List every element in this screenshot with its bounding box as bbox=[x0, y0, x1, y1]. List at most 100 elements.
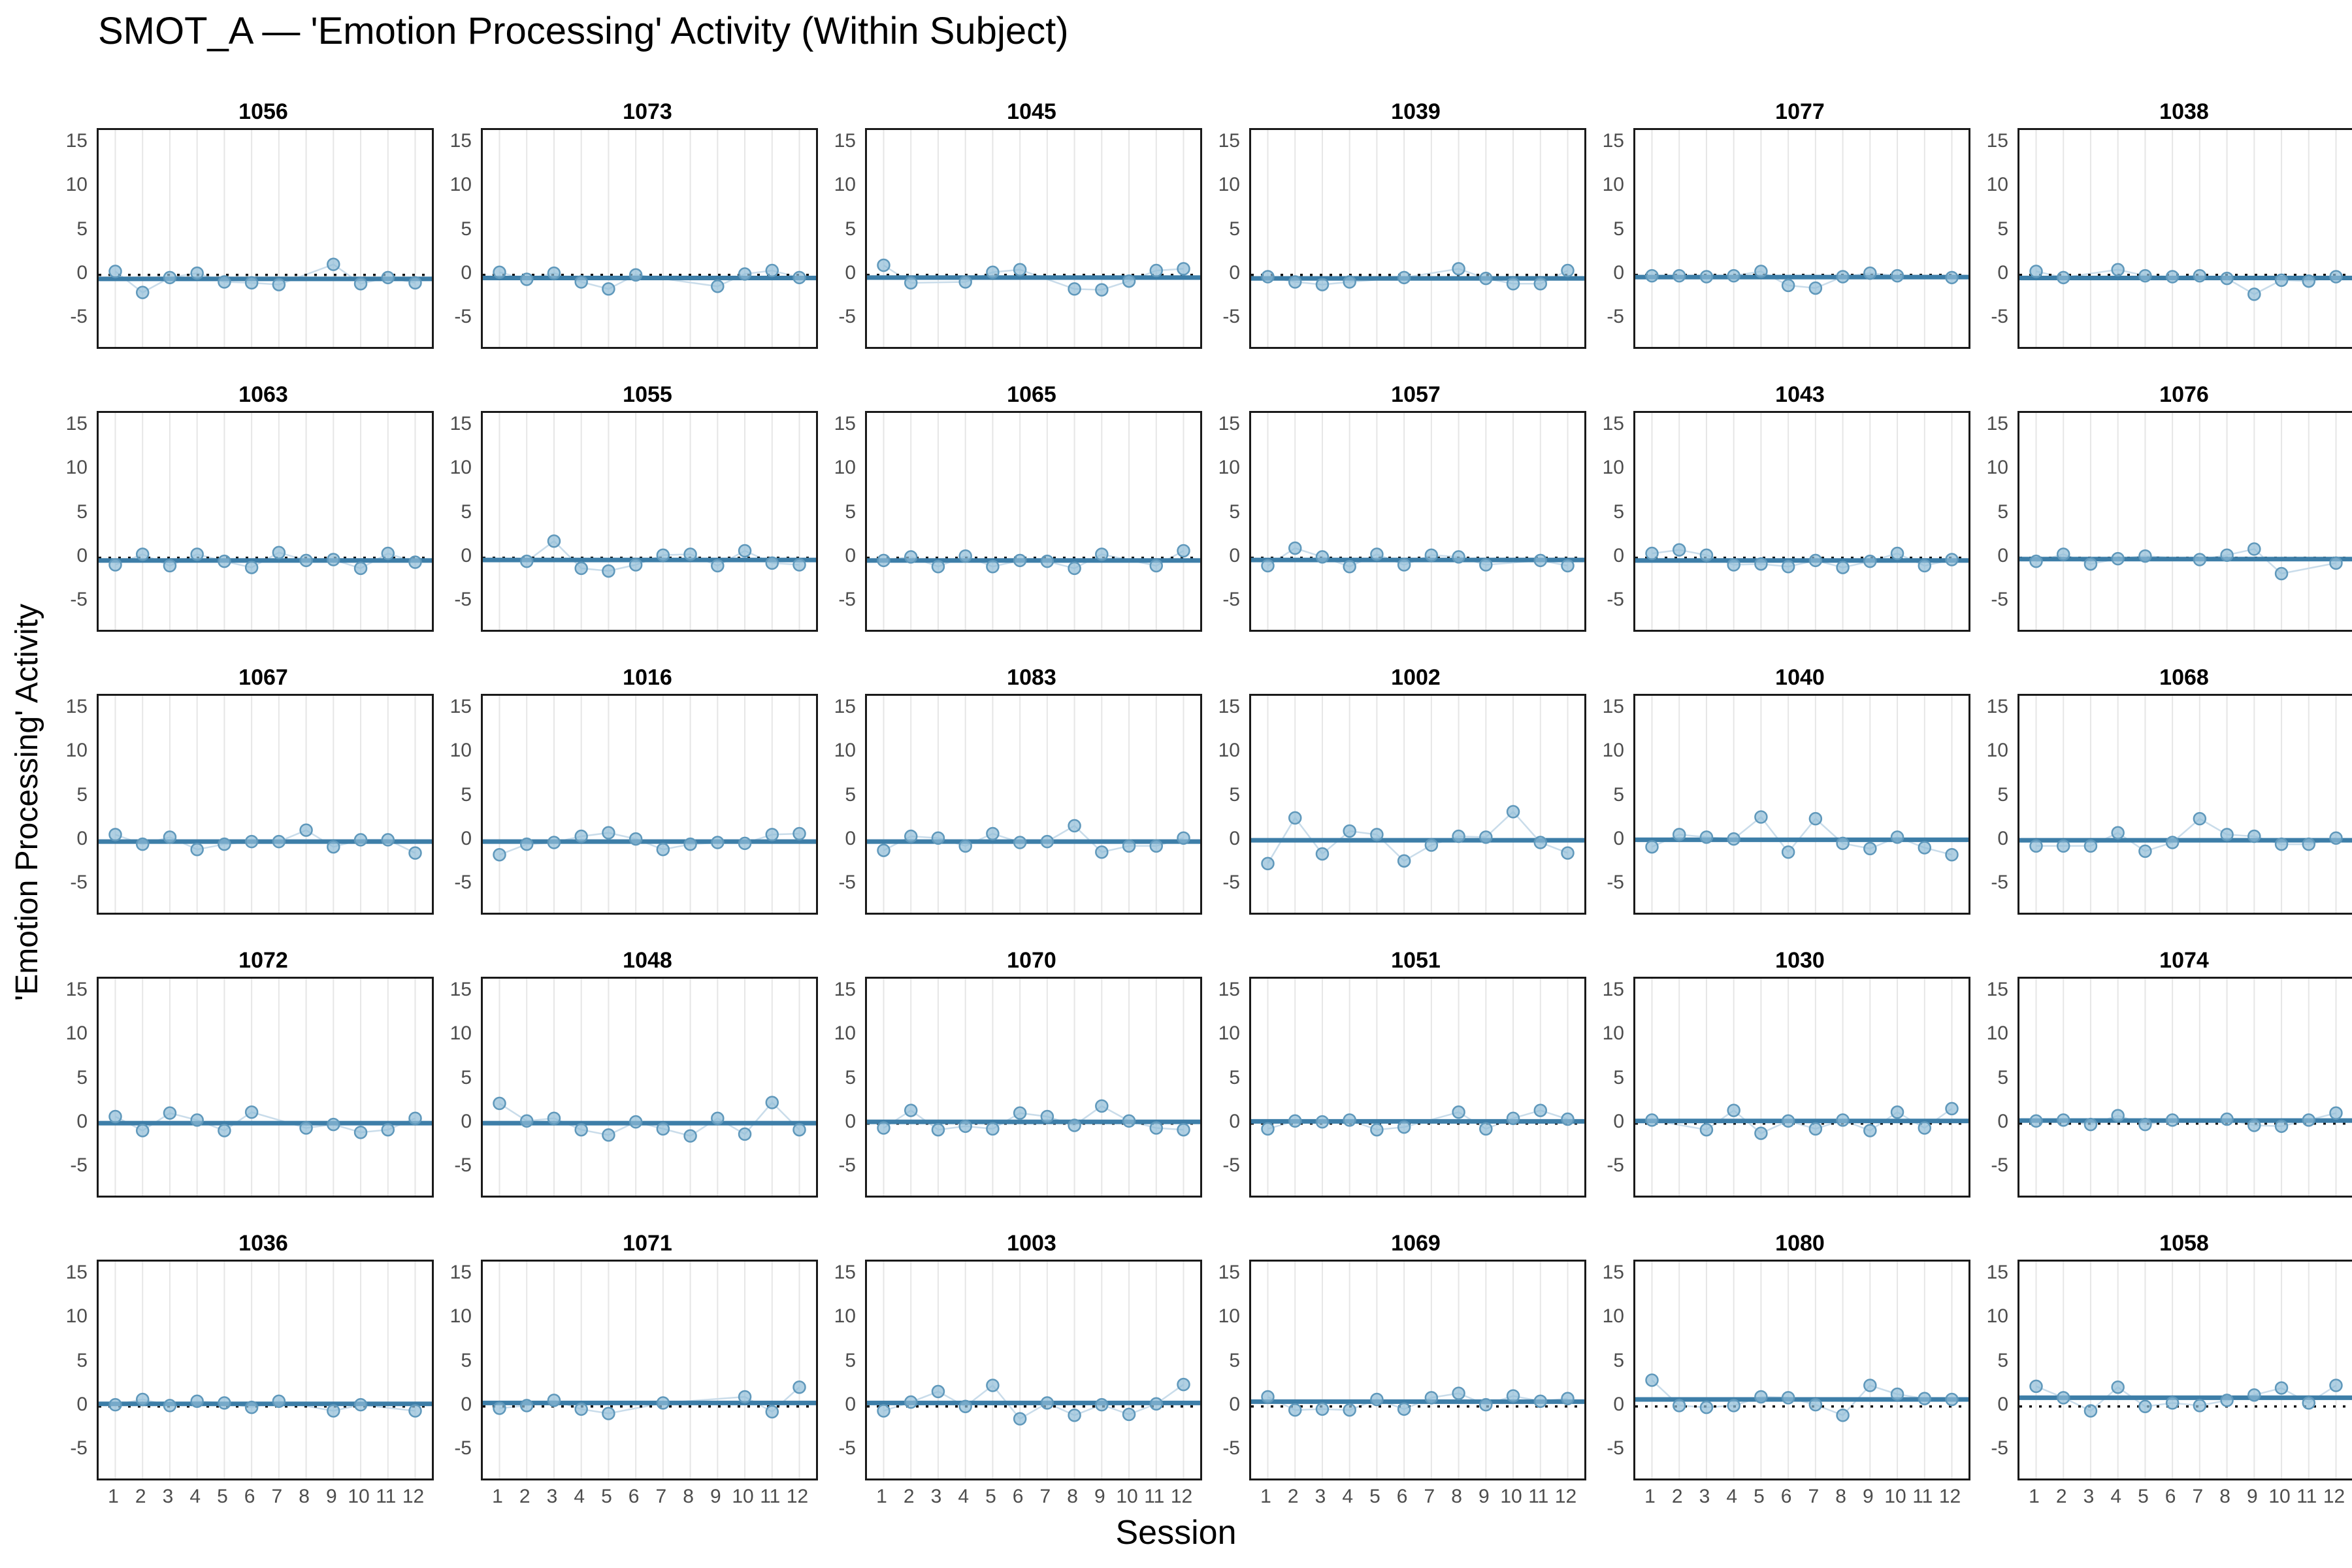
data-point bbox=[1177, 262, 1190, 276]
data-point bbox=[2165, 1113, 2180, 1127]
y-tick-label: 10 bbox=[449, 1305, 472, 1328]
data-point bbox=[1149, 839, 1164, 853]
facet-cell-1063: 1063 15 10 5 0 -5 bbox=[46, 381, 434, 664]
y-tick-label: 5 bbox=[1997, 1349, 2008, 1371]
data-point bbox=[1424, 838, 1439, 852]
data-point bbox=[2029, 1114, 2043, 1128]
y-tick-label: -5 bbox=[838, 1154, 856, 1176]
data-point bbox=[656, 1122, 670, 1136]
data-point bbox=[2138, 269, 2152, 283]
y-tick-label: 15 bbox=[65, 979, 88, 1001]
connector-line bbox=[2036, 817, 2336, 853]
data-point bbox=[2193, 1399, 2207, 1413]
data-point bbox=[877, 1404, 890, 1418]
x-tick-label: 11 bbox=[1912, 1486, 1933, 1507]
data-point bbox=[244, 561, 259, 574]
facet-cell-1083: 1083 15 10 5 0 -5 bbox=[814, 664, 1202, 947]
x-axis-label: Session bbox=[1115, 1514, 1237, 1552]
data-point bbox=[711, 1111, 725, 1125]
data-point bbox=[1261, 270, 1275, 284]
data-point bbox=[1863, 1124, 1877, 1137]
x-tick-label: 8 bbox=[2219, 1486, 2230, 1507]
x-tick-label: 3 bbox=[546, 1486, 558, 1507]
facet-panel-1043 bbox=[1633, 411, 1970, 632]
y-tick-label: -5 bbox=[1222, 305, 1240, 327]
data-point bbox=[1068, 1119, 1081, 1132]
y-tick-label: 5 bbox=[1229, 783, 1240, 806]
y-tick-label: 15 bbox=[1218, 130, 1240, 152]
data-point bbox=[1013, 836, 1027, 849]
y-tick-label: -5 bbox=[70, 588, 88, 610]
data-point bbox=[986, 1379, 1000, 1392]
y-tick-label: 15 bbox=[1218, 979, 1240, 1001]
facet-cell-1003: 1003 15 10 5 0 -5 1 2 3 4 5 6 7 8 9 10 11 12 bbox=[814, 1230, 1202, 1512]
y-tick-label: 5 bbox=[1229, 1349, 1240, 1371]
data-point bbox=[1013, 1412, 1027, 1426]
y-tick-label: 0 bbox=[1613, 827, 1624, 849]
data-point bbox=[2165, 836, 2180, 849]
x-tick-label: 6 bbox=[244, 1486, 255, 1507]
data-point bbox=[408, 555, 422, 569]
data-point bbox=[2302, 274, 2316, 288]
data-point bbox=[1506, 276, 1520, 291]
data-point bbox=[602, 282, 615, 296]
data-point bbox=[2247, 1388, 2261, 1402]
data-point bbox=[135, 547, 150, 561]
data-point bbox=[135, 286, 150, 299]
facet-panel-1036 bbox=[97, 1260, 434, 1480]
facet-cell-1067: 1067 15 10 5 0 -5 bbox=[46, 664, 434, 947]
y-tick-label: 10 bbox=[449, 740, 472, 762]
y-tick-label: 0 bbox=[845, 1393, 856, 1415]
data-point bbox=[381, 1122, 395, 1137]
data-point bbox=[2138, 1399, 2152, 1414]
data-point bbox=[1452, 262, 1465, 276]
x-tick-label: 10 bbox=[348, 1486, 370, 1507]
data-point bbox=[792, 1380, 806, 1394]
y-tick-label: 15 bbox=[1602, 130, 1624, 152]
y-tick-label: 15 bbox=[1602, 696, 1624, 718]
data-point bbox=[574, 561, 588, 576]
y-tick-label: 5 bbox=[1997, 783, 2008, 806]
y-tick-label: 10 bbox=[65, 740, 88, 762]
y-tick-label: 5 bbox=[1229, 500, 1240, 523]
y-tick-label: 5 bbox=[461, 783, 472, 806]
data-point bbox=[1095, 547, 1109, 561]
facet-cell-1080: 1080 15 10 5 0 -5 1 2 3 4 5 6 7 8 9 10 11 12 bbox=[1582, 1230, 1970, 1512]
facet-cell-1065: 1065 15 10 5 0 -5 bbox=[814, 381, 1202, 664]
data-point bbox=[2329, 270, 2343, 284]
x-tick-label: 7 bbox=[1808, 1486, 1820, 1507]
data-point bbox=[877, 553, 890, 568]
data-point bbox=[272, 834, 286, 849]
facet-cell-1002: 1002 15 10 5 0 -5 bbox=[1198, 664, 1586, 947]
facet-cell-1069: 1069 15 10 5 0 -5 1 2 3 4 5 6 7 8 9 10 11 12 bbox=[1198, 1230, 1586, 1512]
data-point bbox=[1645, 1373, 1659, 1387]
x-tick-label: 2 bbox=[135, 1486, 146, 1507]
y-tick-label: 0 bbox=[1613, 1110, 1624, 1132]
data-point bbox=[1095, 283, 1109, 297]
facet-panel-1070 bbox=[865, 977, 1202, 1198]
y-tick-label: 0 bbox=[845, 261, 856, 284]
y-tick-label: 10 bbox=[65, 1305, 88, 1328]
y-tick-label: 0 bbox=[1997, 1110, 2008, 1132]
x-tick-label: 9 bbox=[710, 1486, 721, 1507]
data-point bbox=[190, 547, 204, 561]
data-point bbox=[958, 549, 972, 563]
data-point bbox=[2165, 1396, 2180, 1410]
data-point bbox=[2274, 273, 2289, 287]
y-tick-label: 0 bbox=[1997, 261, 2008, 284]
y-tick-label: 15 bbox=[1602, 979, 1624, 1001]
data-point bbox=[738, 836, 752, 851]
facet-title: 1016 bbox=[623, 665, 672, 690]
data-point bbox=[1479, 558, 1493, 572]
data-point bbox=[1261, 559, 1275, 573]
y-tick-label: -5 bbox=[70, 1437, 88, 1459]
facet-panel-1072 bbox=[97, 977, 434, 1198]
facet-panel-1003 bbox=[865, 1260, 1202, 1480]
x-tick-label: 11 bbox=[760, 1486, 781, 1507]
data-point bbox=[1863, 841, 1877, 856]
y-tick-label: 10 bbox=[449, 174, 472, 196]
data-point bbox=[1945, 553, 1959, 566]
x-tick-label: 8 bbox=[683, 1486, 694, 1507]
y-tick-label: 15 bbox=[65, 696, 88, 718]
data-point bbox=[1890, 546, 1904, 561]
